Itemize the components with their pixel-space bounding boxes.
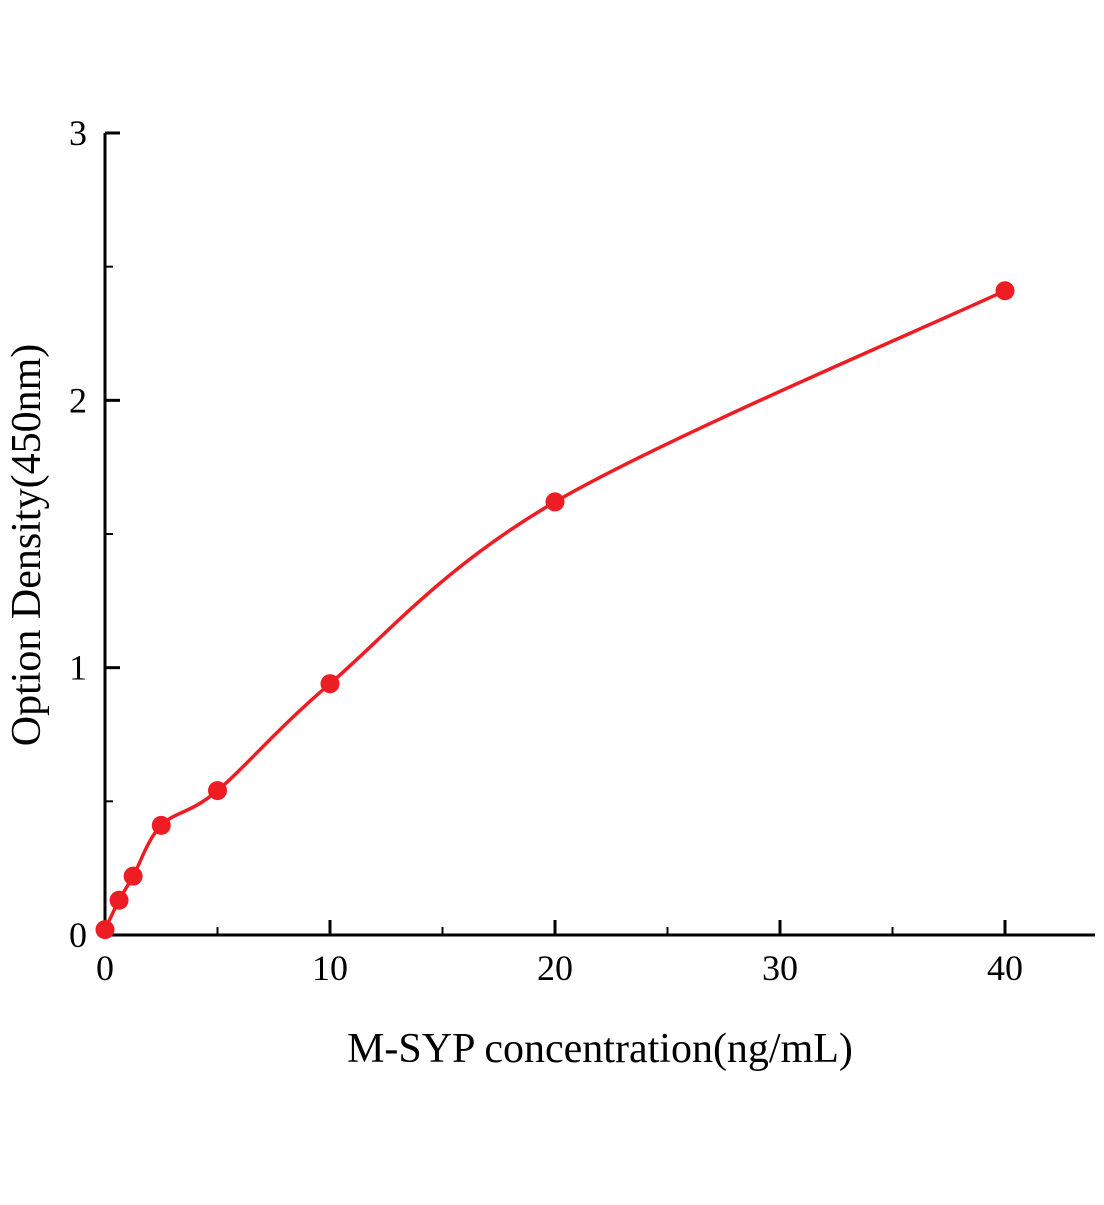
fit-curve	[103, 288, 1007, 932]
y-tick-label: 3	[69, 113, 87, 153]
data-point	[320, 674, 340, 694]
x-tick-label: 40	[987, 948, 1023, 988]
x-tick-label: 10	[312, 948, 348, 988]
data-point	[208, 781, 227, 801]
y-tick-label: 2	[69, 380, 87, 420]
data-point	[95, 920, 115, 940]
y-axis-title: Option Density(450nm)	[4, 344, 50, 746]
data-point	[123, 866, 143, 886]
data-point	[995, 281, 1015, 301]
chart-generated-layer: 0 10 20 30 40 0 1 2 3	[69, 113, 1095, 988]
x-tick-label: 0	[96, 948, 114, 988]
x-axis-title: M-SYP concentration(ng/mL)	[347, 1026, 853, 1072]
x-tick-label: 30	[762, 948, 798, 988]
x-tick-label: 20	[537, 948, 573, 988]
y-tick-label: 1	[69, 648, 87, 688]
data-point	[545, 492, 565, 512]
data-point	[151, 815, 171, 835]
y-tick-label: 0	[69, 915, 87, 955]
data-point	[109, 890, 129, 910]
